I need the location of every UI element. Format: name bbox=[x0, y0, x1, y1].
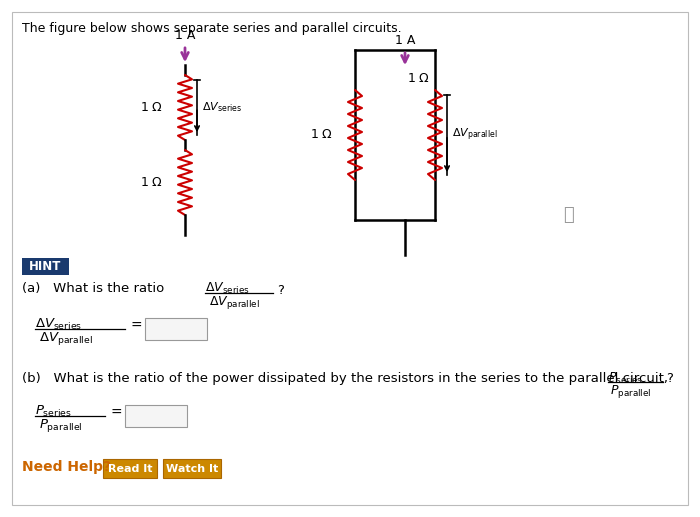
Text: $P_{\rm series}$: $P_{\rm series}$ bbox=[608, 371, 643, 386]
Text: 1 $\Omega$: 1 $\Omega$ bbox=[140, 176, 163, 189]
Text: $\Delta V_{\rm series}$: $\Delta V_{\rm series}$ bbox=[35, 317, 82, 332]
Text: ⓘ: ⓘ bbox=[563, 206, 573, 224]
Text: $\Delta V_{\rm parallel}$: $\Delta V_{\rm parallel}$ bbox=[209, 294, 260, 311]
Text: The figure below shows separate series and parallel circuits.: The figure below shows separate series a… bbox=[22, 22, 402, 35]
Text: $\Delta V_{\rm parallel}$: $\Delta V_{\rm parallel}$ bbox=[39, 330, 93, 347]
FancyBboxPatch shape bbox=[163, 459, 221, 478]
Bar bbox=[145, 318, 207, 340]
Text: $\Delta V_{\rm series}$: $\Delta V_{\rm series}$ bbox=[205, 281, 250, 296]
Text: Read It: Read It bbox=[108, 464, 153, 474]
Text: $\Delta V_{\rm series}$: $\Delta V_{\rm series}$ bbox=[202, 101, 242, 114]
Bar bbox=[125, 405, 187, 427]
Text: ?: ? bbox=[277, 283, 284, 297]
Text: $P_{\rm parallel}$: $P_{\rm parallel}$ bbox=[610, 383, 652, 400]
Bar bbox=[22, 258, 69, 275]
Text: (a)   What is the ratio: (a) What is the ratio bbox=[22, 282, 164, 295]
Text: Watch It: Watch It bbox=[166, 464, 218, 474]
Text: 1 A: 1 A bbox=[395, 34, 415, 47]
Text: $P_{\rm parallel}$: $P_{\rm parallel}$ bbox=[39, 417, 83, 434]
FancyBboxPatch shape bbox=[103, 459, 157, 478]
Text: 1 $\Omega$: 1 $\Omega$ bbox=[140, 101, 163, 114]
Text: 1 $\Omega$: 1 $\Omega$ bbox=[407, 72, 430, 85]
Text: $\Delta V_{\rm parallel}$: $\Delta V_{\rm parallel}$ bbox=[452, 127, 498, 143]
Text: (b)   What is the ratio of the power dissipated by the resistors in the series t: (b) What is the ratio of the power dissi… bbox=[22, 372, 668, 385]
Text: =: = bbox=[110, 406, 122, 420]
Text: ?: ? bbox=[666, 373, 673, 386]
Text: $P_{\rm series}$: $P_{\rm series}$ bbox=[35, 404, 72, 419]
Text: =: = bbox=[130, 319, 141, 333]
Text: HINT: HINT bbox=[29, 260, 61, 273]
Text: Need Help?: Need Help? bbox=[22, 460, 111, 474]
Text: 1 A: 1 A bbox=[175, 29, 195, 42]
Text: 1 $\Omega$: 1 $\Omega$ bbox=[310, 129, 333, 142]
